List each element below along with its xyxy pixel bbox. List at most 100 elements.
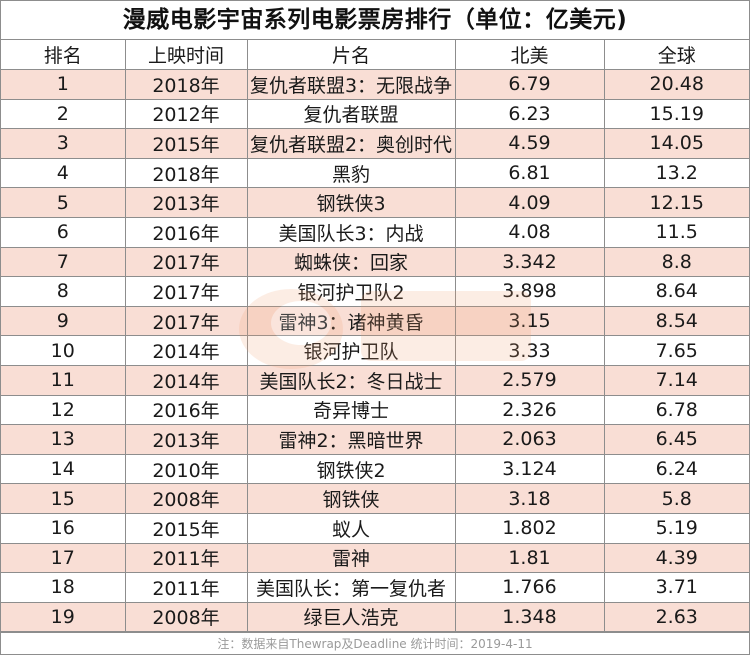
cell-rank: 17	[1, 542, 126, 574]
cell-worldwide: 4.39	[603, 542, 749, 574]
cell-rank: 5	[1, 187, 126, 218]
table-row: 5 2013年 钢铁侠3 4.09 12.15	[1, 187, 749, 218]
cell-rank: 14	[1, 453, 126, 485]
cell-north-america: 3.124	[454, 453, 605, 485]
cell-worldwide: 15.19	[603, 98, 749, 130]
cell-rank: 19	[1, 601, 126, 633]
cell-worldwide: 12.15	[603, 187, 749, 218]
cell-north-america: 2.326	[454, 394, 605, 426]
cell-rank: 7	[1, 246, 126, 278]
cell-release-year: 2015年	[124, 128, 248, 159]
cell-rank: 12	[1, 394, 126, 426]
cell-worldwide: 7.14	[603, 364, 749, 396]
cell-release-year: 2016年	[124, 216, 248, 248]
cell-film-title: 复仇者联盟	[246, 98, 456, 130]
cell-worldwide: 6.78	[603, 394, 749, 426]
table-row: 18 2011年 美国队长：第一复仇者 1.766 3.71	[1, 572, 749, 603]
cell-release-year: 2012年	[124, 98, 248, 130]
cell-worldwide: 14.05	[603, 128, 749, 159]
cell-north-america: 6.81	[454, 157, 605, 189]
table-row: 13 2013年 雷神2：黑暗世界 2.063 6.45	[1, 424, 749, 455]
cell-film-title: 钢铁侠	[246, 483, 456, 514]
cell-release-year: 2018年	[124, 157, 248, 189]
table-row: 3 2015年 复仇者联盟2：奥创时代 4.59 14.05	[1, 128, 749, 159]
cell-release-year: 2018年	[124, 69, 248, 100]
cell-worldwide: 2.63	[603, 601, 749, 633]
cell-rank: 13	[1, 424, 126, 455]
cell-worldwide: 13.2	[603, 157, 749, 189]
box-office-table: 排名 上映时间 片名 北美 全球 1 2018年 复仇者联盟3：无限战争 6.79 20…	[1, 40, 749, 633]
table-row: 10 2014年 银河护卫队 3.33 7.65	[1, 335, 749, 366]
table-title: 漫威电影宇宙系列电影票房排行（单位：亿美元)	[1, 1, 749, 40]
cell-north-america: 1.81	[454, 542, 605, 574]
cell-north-america: 2.063	[454, 424, 605, 455]
cell-rank: 18	[1, 572, 126, 603]
cell-release-year: 2014年	[124, 335, 248, 366]
column-header-worldwide: 全球	[603, 40, 749, 70]
cell-worldwide: 8.8	[603, 246, 749, 278]
table-row: 14 2010年 钢铁侠2 3.124 6.24	[1, 453, 749, 485]
cell-film-title: 复仇者联盟3：无限战争	[246, 69, 456, 100]
cell-north-america: 6.23	[454, 98, 605, 130]
table-row: 9 2017年 雷神3：诸神黄昏 3.15 8.54	[1, 305, 749, 337]
cell-release-year: 2016年	[124, 394, 248, 426]
cell-north-america: 2.579	[454, 364, 605, 396]
cell-film-title: 蚁人	[246, 512, 456, 544]
cell-rank: 6	[1, 216, 126, 248]
cell-release-year: 2011年	[124, 542, 248, 574]
cell-film-title: 钢铁侠2	[246, 453, 456, 485]
cell-worldwide: 5.19	[603, 512, 749, 544]
cell-rank: 4	[1, 157, 126, 189]
cell-film-title: 美国队长3：内战	[246, 216, 456, 248]
table-row: 17 2011年 雷神 1.81 4.39	[1, 542, 749, 574]
cell-rank: 10	[1, 335, 126, 366]
cell-worldwide: 11.5	[603, 216, 749, 248]
table-row: 19 2008年 绿巨人浩克 1.348 2.63	[1, 601, 749, 633]
cell-north-america: 4.08	[454, 216, 605, 248]
cell-release-year: 2017年	[124, 276, 248, 307]
cell-release-year: 2013年	[124, 424, 248, 455]
table-row: 16 2015年 蚁人 1.802 5.19	[1, 512, 749, 544]
cell-release-year: 2017年	[124, 246, 248, 278]
cell-rank: 8	[1, 276, 126, 307]
cell-worldwide: 6.24	[603, 453, 749, 485]
column-header-release-year: 上映时间	[124, 40, 248, 70]
column-header-north-america: 北美	[454, 40, 605, 70]
cell-worldwide: 5.8	[603, 483, 749, 514]
table-row: 12 2016年 奇异博士 2.326 6.78	[1, 394, 749, 426]
cell-worldwide: 7.65	[603, 335, 749, 366]
table-row: 6 2016年 美国队长3：内战 4.08 11.5	[1, 216, 749, 248]
cell-rank: 11	[1, 364, 126, 396]
cell-film-title: 雷神3：诸神黄昏	[246, 305, 456, 337]
cell-rank: 16	[1, 512, 126, 544]
cell-rank: 3	[1, 128, 126, 159]
cell-north-america: 4.59	[454, 128, 605, 159]
table-row: 4 2018年 黑豹 6.81 13.2	[1, 157, 749, 189]
cell-film-title: 美国队长：第一复仇者	[246, 572, 456, 603]
table-row: 1 2018年 复仇者联盟3：无限战争 6.79 20.48	[1, 69, 749, 100]
cell-film-title: 银河护卫队2	[246, 276, 456, 307]
cell-film-title: 钢铁侠3	[246, 187, 456, 218]
cell-film-title: 绿巨人浩克	[246, 601, 456, 633]
cell-worldwide: 20.48	[603, 69, 749, 100]
cell-worldwide: 8.54	[603, 305, 749, 337]
cell-release-year: 2010年	[124, 453, 248, 485]
table-header-row: 排名 上映时间 片名 北美 全球	[1, 40, 749, 70]
cell-film-title: 复仇者联盟2：奥创时代	[246, 128, 456, 159]
cell-north-america: 1.802	[454, 512, 605, 544]
table-row: 15 2008年 钢铁侠 3.18 5.8	[1, 483, 749, 514]
cell-film-title: 银河护卫队	[246, 335, 456, 366]
cell-rank: 1	[1, 69, 126, 100]
cell-worldwide: 6.45	[603, 424, 749, 455]
cell-north-america: 3.33	[454, 335, 605, 366]
cell-film-title: 雷神2：黑暗世界	[246, 424, 456, 455]
cell-north-america: 3.18	[454, 483, 605, 514]
table-row: 7 2017年 蜘蛛侠：回家 3.342 8.8	[1, 246, 749, 278]
cell-worldwide: 8.64	[603, 276, 749, 307]
cell-north-america: 6.79	[454, 69, 605, 100]
cell-north-america: 3.898	[454, 276, 605, 307]
table-row: 8 2017年 银河护卫队2 3.898 8.64	[1, 276, 749, 307]
cell-release-year: 2013年	[124, 187, 248, 218]
cell-release-year: 2008年	[124, 601, 248, 633]
table-row: 2 2012年 复仇者联盟 6.23 15.19	[1, 98, 749, 130]
